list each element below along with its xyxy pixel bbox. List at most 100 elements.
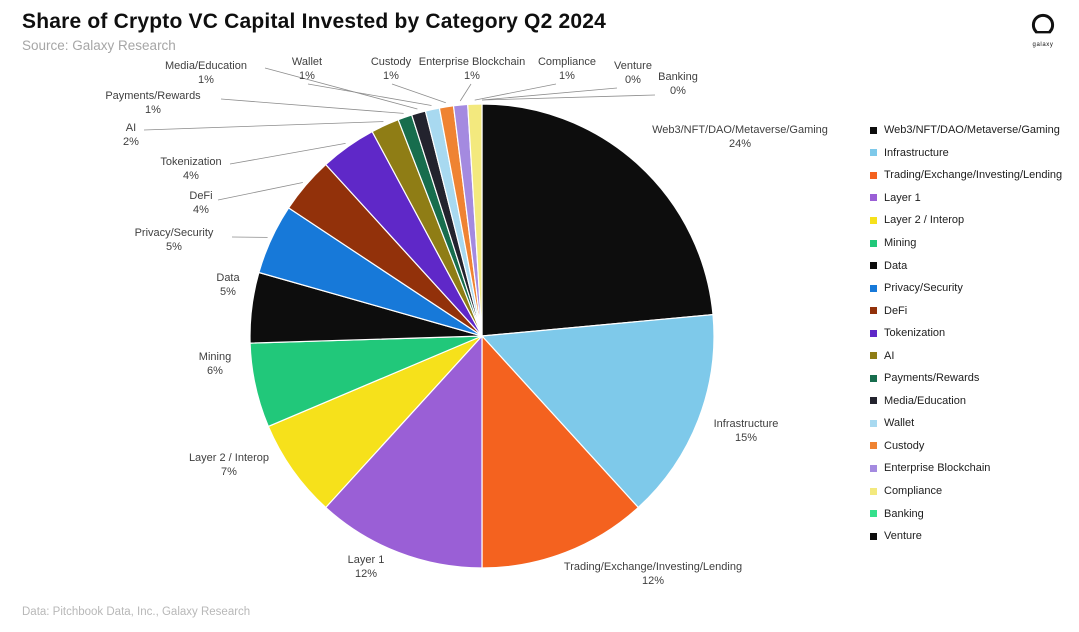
legend-item-custody: Custody	[870, 435, 1062, 458]
slice-labels: Web3/NFT/DAO/Metaverse/Gaming 24% Infrastr…	[105, 56, 828, 587]
pie-slices	[249, 103, 715, 569]
galaxy-logo-icon	[1031, 13, 1055, 34]
legend-swatch-payments-rewards	[870, 374, 877, 382]
legend-label-defi: DeFi	[884, 304, 908, 317]
legend-item-web3-nft-dao-metaverse-gaming: Web3/NFT/DAO/Metaverse/Gaming	[870, 119, 1062, 142]
legend-label-layer-1: Layer 1	[884, 191, 921, 204]
legend-swatch-defi	[870, 307, 877, 315]
legend-label-enterprise-blockchain: Enterprise Blockchain	[884, 462, 991, 475]
legend-swatch-web3-nft-dao-metaverse-gaming	[870, 126, 877, 134]
legend-item-venture: Venture	[870, 525, 1062, 548]
slice-label-mining: Mining 6%	[199, 351, 231, 377]
leader-line-ai	[143, 121, 384, 131]
slice-label-wallet: Wallet 1%	[292, 56, 322, 82]
legend-label-ai: AI	[884, 349, 895, 362]
legend-item-infrastructure: Infrastructure	[870, 142, 1062, 165]
legend-item-media-education: Media/Education	[870, 390, 1062, 413]
legend-swatch-ai	[870, 352, 877, 360]
legend-label-web3-nft-dao-metaverse-gaming: Web3/NFT/DAO/Metaverse/Gaming	[884, 124, 1060, 137]
slice-label-data: Data 5%	[216, 272, 240, 298]
legend-item-layer-2-interop: Layer 2 / Interop	[870, 209, 1062, 232]
legend-label-infrastructure: Infrastructure	[884, 146, 949, 159]
leader-lines	[143, 67, 656, 238]
legend-label-tokenization: Tokenization	[884, 327, 946, 340]
legend-item-payments-rewards: Payments/Rewards	[870, 367, 1062, 390]
leader-line-venture	[481, 87, 618, 101]
slice-label-web3-nft-dao-metaverse-gaming: Web3/NFT/DAO/Metaverse/Gaming 24%	[652, 124, 828, 150]
slice-label-trading-exchange-investing-lending: Trading/Exchange/Investing/Lending 12%	[564, 561, 742, 587]
slice-label-ai: AI 2%	[123, 122, 139, 148]
slice-label-enterprise-blockchain: Enterprise Blockchain 1%	[419, 56, 525, 82]
slice-label-custody: Custody 1%	[371, 56, 412, 82]
legend-swatch-enterprise-blockchain	[870, 464, 877, 472]
legend-label-custody: Custody	[884, 439, 925, 452]
legend-swatch-wallet	[870, 419, 877, 427]
pie-slice-layer-1	[325, 335, 483, 569]
leader-line-wallet	[307, 83, 432, 106]
slice-label-infrastructure: Infrastructure 15%	[714, 418, 779, 444]
legend-swatch-venture	[870, 532, 877, 540]
galaxy-logo-text: galaxy	[1032, 42, 1054, 48]
slice-label-compliance: Compliance 1%	[538, 56, 596, 82]
chart-title: Share of Crypto VC Capital Invested by C…	[22, 10, 607, 33]
legend-swatch-layer-1	[870, 194, 877, 202]
legend-item-privacy-security: Privacy/Security	[870, 277, 1062, 300]
chart-subtitle: Source: Galaxy Research	[22, 38, 176, 53]
legend-swatch-banking	[870, 510, 877, 518]
legend-swatch-infrastructure	[870, 149, 877, 157]
leader-line-tokenization	[229, 143, 346, 165]
legend-label-compliance: Compliance	[884, 485, 943, 498]
legend-swatch-custody	[870, 442, 877, 450]
legend-item-layer-1: Layer 1	[870, 187, 1062, 210]
legend-swatch-privacy-security	[870, 284, 877, 292]
legend-swatch-compliance	[870, 487, 877, 495]
legend-swatch-tokenization	[870, 329, 877, 337]
slice-label-payments-rewards: Payments/Rewards 1%	[105, 90, 201, 116]
legend-item-tokenization: Tokenization	[870, 322, 1062, 345]
legend-swatch-media-education	[870, 397, 877, 405]
leader-line-compliance	[474, 83, 557, 101]
pie-slice-compliance	[467, 103, 483, 337]
leader-line-custody	[391, 83, 446, 104]
slice-label-privacy-security: Privacy/Security 5%	[135, 227, 214, 253]
pie-slice-infrastructure	[481, 314, 715, 509]
legend-item-trading-exchange-investing-lending: Trading/Exchange/Investing/Lending	[870, 164, 1062, 187]
legend-label-venture: Venture	[884, 530, 922, 543]
data-source-note: Data: Pitchbook Data, Inc., Galaxy Resea…	[22, 606, 251, 618]
pie-slice-web3-nft-dao-metaverse-gaming	[481, 103, 714, 337]
leader-line-enterprise-blockchain	[459, 83, 472, 102]
slice-label-media-education: Media/Education 1%	[165, 60, 247, 86]
legend-label-privacy-security: Privacy/Security	[884, 282, 963, 295]
legend-label-mining: Mining	[884, 237, 917, 249]
leader-line-payments-rewards	[220, 98, 404, 114]
legend-label-payments-rewards: Payments/Rewards	[884, 372, 980, 385]
legend-label-banking: Banking	[884, 507, 924, 520]
galaxy-logo: galaxy	[1021, 12, 1065, 48]
legend-item-defi: DeFi	[870, 299, 1062, 322]
leader-line-banking	[481, 94, 656, 101]
slice-label-layer-1: Layer 1 12%	[348, 554, 385, 580]
legend-item-ai: AI	[870, 344, 1062, 367]
slice-label-layer-2-interop: Layer 2 / Interop 7%	[189, 452, 269, 478]
legend-label-data: Data	[884, 259, 908, 272]
legend: Web3/NFT/DAO/Metaverse/Gaming Infrastruct…	[870, 119, 1062, 547]
legend-label-layer-2-interop: Layer 2 / Interop	[884, 214, 965, 227]
legend-swatch-data	[870, 262, 877, 270]
slice-label-tokenization: Tokenization 4%	[160, 156, 221, 182]
legend-swatch-mining	[870, 239, 877, 247]
pie-slice-trading-exchange-investing-lending	[481, 335, 639, 569]
leader-line-media-education	[264, 67, 418, 110]
legend-label-wallet: Wallet	[884, 417, 915, 430]
legend-item-compliance: Compliance	[870, 480, 1062, 503]
slice-label-defi: DeFi 4%	[189, 190, 212, 216]
leader-line-defi	[217, 182, 303, 201]
legend-label-trading-exchange-investing-lending: Trading/Exchange/Investing/Lending	[884, 169, 1063, 182]
slice-label-venture: Venture 0%	[614, 60, 652, 86]
legend-item-enterprise-blockchain: Enterprise Blockchain	[870, 457, 1062, 480]
legend-swatch-layer-2-interop	[870, 216, 877, 224]
legend-item-banking: Banking	[870, 502, 1062, 525]
legend-item-mining: Mining	[870, 232, 1062, 255]
legend-item-data: Data	[870, 254, 1062, 277]
